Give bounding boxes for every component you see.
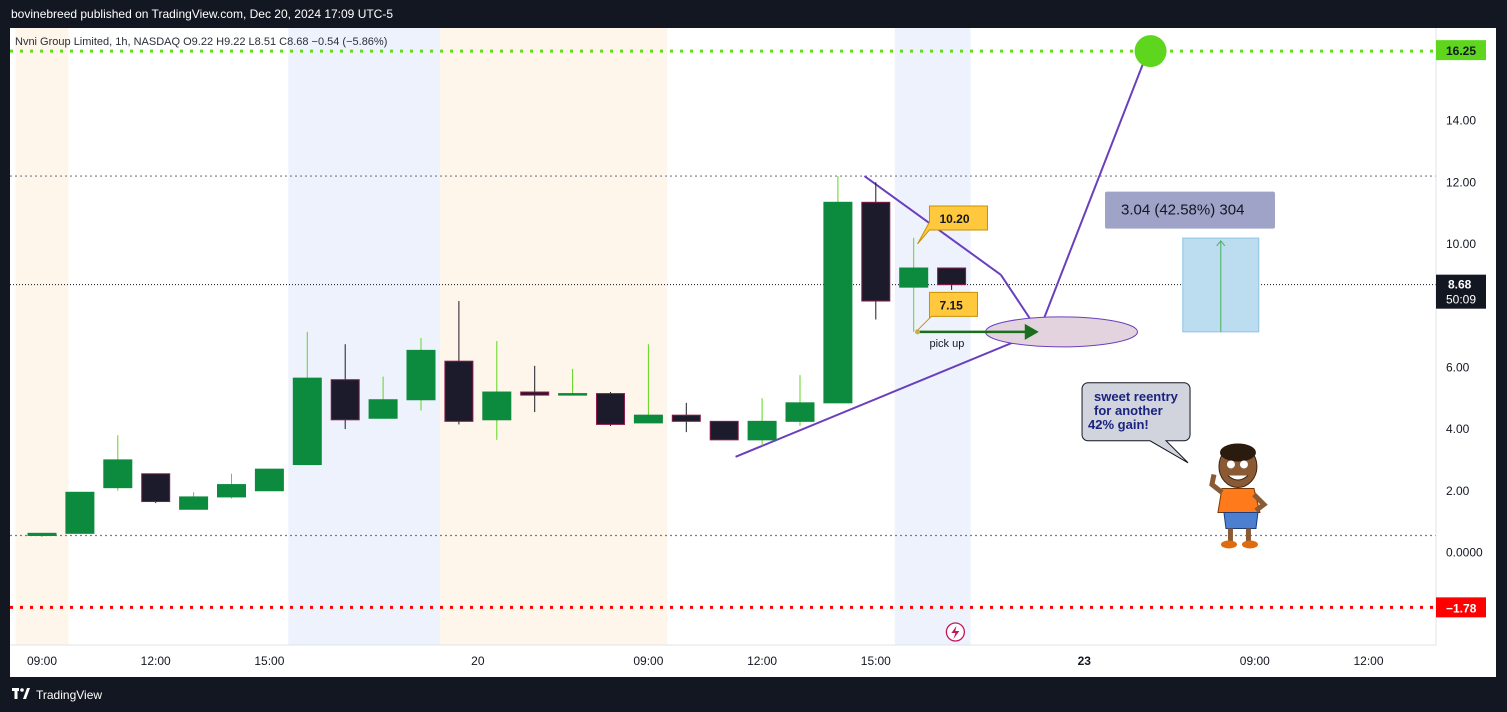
candle-body[interactable] xyxy=(217,484,246,498)
candle-body[interactable] xyxy=(596,393,625,425)
lightning-icon[interactable] xyxy=(945,622,966,642)
cartoon-character-icon xyxy=(1209,443,1268,549)
time-tick-label: 09:00 xyxy=(633,654,663,668)
candle-body[interactable] xyxy=(861,201,891,302)
candle-body[interactable] xyxy=(482,391,512,421)
price-tick-label: 10.00 xyxy=(1446,237,1476,251)
lightning-icon-bolt xyxy=(951,626,960,639)
tradingview-brand: TradingView xyxy=(36,687,103,702)
character-shorts xyxy=(1223,511,1259,529)
character-hair xyxy=(1219,443,1256,462)
symbol-legend: Nvni Group Limited, 1h, NASDAQ O9.22 H9.… xyxy=(15,36,387,48)
session-band-pre xyxy=(15,28,69,645)
character-shoe xyxy=(1220,540,1237,549)
price-range-arrow-head-icon xyxy=(1216,240,1226,247)
high-price-callout-text: 10.20 xyxy=(939,212,969,226)
low-price-callout xyxy=(917,291,978,331)
character-eye xyxy=(1239,460,1248,469)
low-price-callout-text: 7.15 xyxy=(939,298,963,312)
target-price-badge[interactable] xyxy=(1436,40,1486,61)
stop-price-badge[interactable] xyxy=(1436,597,1486,618)
candle-body[interactable] xyxy=(747,420,777,441)
annotations: pick up 10.20 7.15 3.04 (42.58%) 304 sweet r… xyxy=(914,191,1275,549)
price-tick-label: 0.0000 xyxy=(1446,545,1483,559)
time-tick-label: 15:00 xyxy=(254,654,284,668)
character-shirt xyxy=(1217,487,1261,513)
character-eye xyxy=(1226,460,1235,469)
time-tick-label: 12:00 xyxy=(1353,654,1383,668)
pickup-anchor xyxy=(914,329,920,335)
candle-body[interactable] xyxy=(103,459,133,489)
character-leg xyxy=(1227,528,1233,543)
candle-body[interactable] xyxy=(179,496,209,510)
candle-body[interactable] xyxy=(406,349,436,401)
publisher-line: bovinebreed published on TradingView.com… xyxy=(11,7,394,21)
character-shoe xyxy=(1241,540,1258,549)
trend-drawings xyxy=(735,35,1167,458)
session-band-pre xyxy=(439,28,668,645)
price-tick-label: 2.00 xyxy=(1446,484,1470,498)
candle-body[interactable] xyxy=(292,377,322,466)
session-band-ext xyxy=(288,28,440,645)
speech-bubble xyxy=(1081,382,1191,464)
time-tick-label: 23 xyxy=(1078,654,1092,668)
character-smile xyxy=(1227,475,1249,481)
candle-body[interactable] xyxy=(709,420,739,441)
target-price-badge-text: 16.25 xyxy=(1446,44,1476,58)
time-tick-label: 12:00 xyxy=(141,654,171,668)
measure-label-box xyxy=(1104,191,1275,229)
candle-body[interactable] xyxy=(899,267,929,288)
speech-bubble-text: for another xyxy=(1094,403,1163,418)
candle-body[interactable] xyxy=(520,391,550,396)
triangle-lower-trendline xyxy=(735,330,1040,458)
stop-price-badge-text: −1.78 xyxy=(1446,601,1477,615)
high-price-callout xyxy=(917,205,988,245)
candle-body[interactable] xyxy=(633,414,663,424)
price-axis[interactable]: 14.00 12.00 10.00 6.00 4.00 2.00 0.0000 16.25 −1… xyxy=(1435,28,1486,645)
projection-line xyxy=(1037,58,1146,333)
time-tick-label: 20 xyxy=(471,654,485,668)
character-arm xyxy=(1252,492,1268,513)
candle-body[interactable] xyxy=(823,201,853,404)
bar-countdown-text: 50:09 xyxy=(1446,293,1476,307)
price-tick-label: 6.00 xyxy=(1446,360,1470,374)
last-price-text: 8.68 xyxy=(1448,278,1472,292)
target-dot xyxy=(1134,35,1167,68)
time-axis[interactable]: 09:00 12:00 15:00 20 09:00 12:00 15:00 23 09:00 1… xyxy=(10,622,1436,668)
candle-body[interactable] xyxy=(254,468,284,492)
time-tick-label: 09:00 xyxy=(27,654,57,668)
speech-bubble-text: sweet reentry xyxy=(1094,389,1179,404)
tradingview-logo-icon xyxy=(12,687,30,702)
time-tick-label: 09:00 xyxy=(1240,654,1270,668)
chart-panel[interactable]: pick up 10.20 7.15 3.04 (42.58%) 304 sweet r… xyxy=(10,28,1496,677)
time-tick-label: 15:00 xyxy=(861,654,891,668)
price-tick-label: 14.00 xyxy=(1446,114,1476,128)
candle-body[interactable] xyxy=(141,473,171,503)
candle-body[interactable] xyxy=(27,532,57,536)
measure-label-text: 3.04 (42.58%) 304 xyxy=(1121,202,1244,219)
pickup-arrow-head-icon xyxy=(1024,323,1039,340)
candle-body[interactable] xyxy=(330,379,360,421)
time-tick-label: 12:00 xyxy=(747,654,777,668)
candle-body[interactable] xyxy=(65,491,95,534)
session-band-ext xyxy=(894,28,971,645)
candlestick-chart[interactable]: pick up 10.20 7.15 3.04 (42.58%) 304 sweet r… xyxy=(10,28,1496,677)
price-tick-label: 12.00 xyxy=(1446,175,1476,189)
last-price-badge[interactable] xyxy=(1436,274,1486,309)
candle-body[interactable] xyxy=(558,393,588,396)
candle-body[interactable] xyxy=(937,267,967,286)
session-backgrounds xyxy=(15,28,971,645)
price-tick-label: 4.00 xyxy=(1446,422,1470,436)
pickup-label: pick up xyxy=(929,338,964,350)
candle-body[interactable] xyxy=(444,360,474,422)
character-leg xyxy=(1245,528,1251,543)
candle-body[interactable] xyxy=(785,402,815,422)
speech-bubble-text: 42% gain! xyxy=(1088,417,1149,432)
candle-body[interactable] xyxy=(671,414,701,422)
candle-body[interactable] xyxy=(368,399,398,419)
footer: TradingView xyxy=(0,677,1507,712)
candles[interactable] xyxy=(27,176,967,538)
character-arm xyxy=(1209,473,1224,495)
